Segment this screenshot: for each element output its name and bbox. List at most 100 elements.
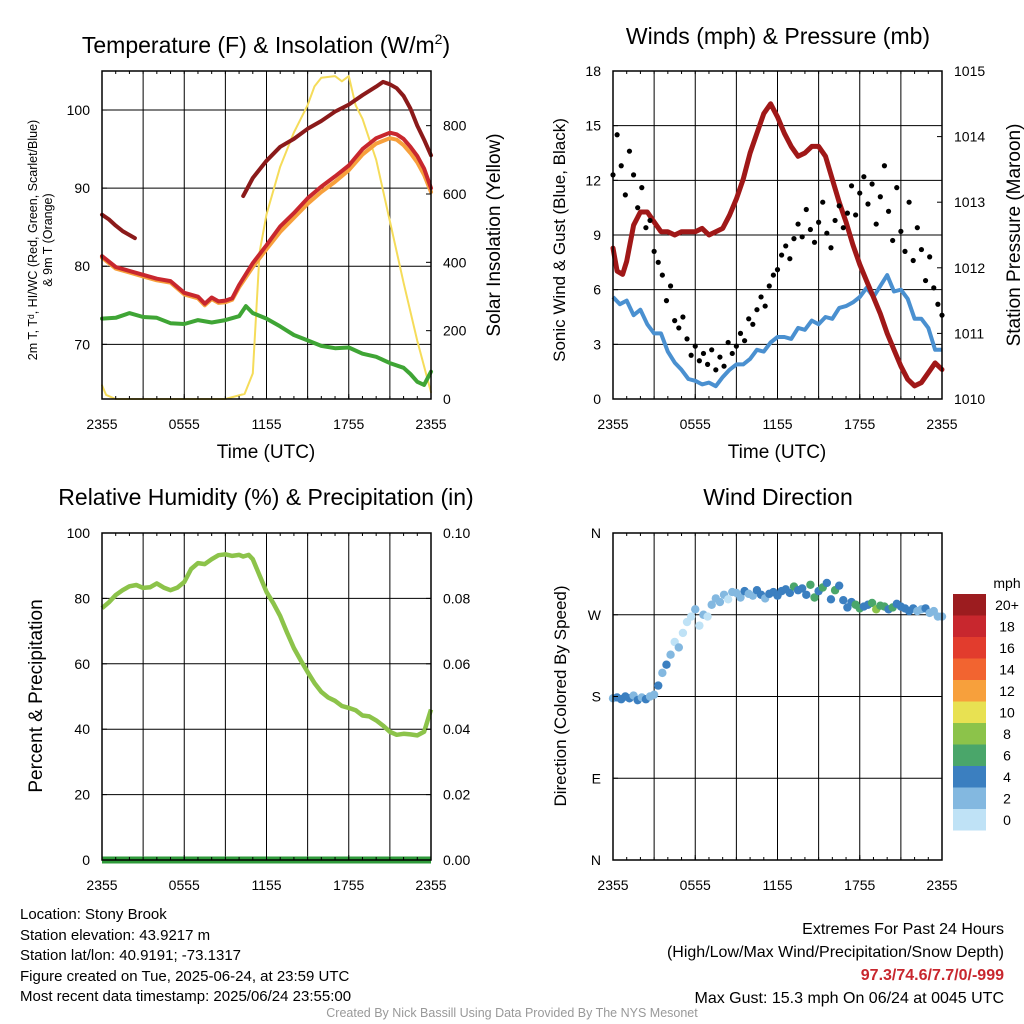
y2-tick-label: 0.06: [443, 656, 470, 672]
colorbar-label: 16: [999, 640, 1015, 656]
direction-point: [834, 581, 844, 590]
gust-point: [885, 208, 892, 214]
y-tick-label: 80: [74, 258, 90, 274]
y-tick-label: 70: [74, 336, 90, 352]
colorbar-label: 2: [1003, 790, 1011, 806]
direction-point: [666, 650, 675, 659]
gust-point: [910, 257, 916, 264]
colorbar-label: 6: [1003, 747, 1011, 763]
latlon-text: Station lat/lon: 40.9191; -73.1317: [20, 947, 242, 964]
temperature-ticks: 2355 0555 1155 1755 2355 70 80 90 100 0 200 400 600 8…: [67, 71, 467, 432]
y-tick-label: 90: [74, 180, 90, 196]
gust-point: [898, 228, 904, 234]
direction-point: [715, 597, 725, 607]
colorbar-swatch: [953, 680, 986, 702]
gust-point: [704, 361, 711, 367]
temperature-grid: [102, 71, 431, 399]
gust-point: [692, 343, 698, 349]
direction-point: [678, 628, 688, 638]
direction-ticks: 2355 0555 1155 1755 2355 N W S E N: [588, 525, 958, 893]
y-tick-label: N: [591, 525, 601, 541]
y2-tick-label: 0.04: [443, 721, 470, 737]
gust-point: [770, 272, 776, 278]
created-text: Figure created on Tue, 2025-06-24, at 23…: [20, 967, 350, 985]
direction-point: [839, 596, 848, 605]
x-tick-label: 2355: [926, 416, 957, 432]
gust-point: [877, 194, 883, 200]
temperature-ylabel-line2: & 9m T (Orange): [41, 193, 55, 286]
gust-point: [811, 239, 818, 245]
y-tick-label: 6: [593, 282, 601, 298]
gust-point: [783, 243, 789, 249]
gust-point: [758, 294, 764, 300]
y-tick-label: 18: [585, 63, 601, 79]
gust-point: [713, 367, 719, 373]
temperature-panel: Temperature (F) & Insolation (W/m2) 2355…: [26, 31, 505, 463]
direction-point: [686, 612, 696, 621]
credit-text: Created By Nick Bassill Using Data Provi…: [326, 1006, 698, 1020]
gust-point: [894, 185, 900, 191]
temperature-y2label: Solar Insolation (Yellow): [484, 133, 505, 336]
colorbar-swatch: [953, 594, 986, 616]
winds-series: [610, 101, 945, 389]
colorbar-swatch: [953, 723, 986, 745]
location-text: Location: Stony Brook: [20, 906, 167, 923]
gust-point: [717, 354, 723, 360]
y2-tick-label: 1015: [954, 63, 985, 79]
x-tick-label: 2355: [597, 877, 628, 893]
y-tick-label: 0: [82, 852, 90, 868]
gust-point: [614, 132, 620, 138]
y-tick-label: W: [588, 607, 602, 623]
x-tick-label: 1155: [762, 416, 792, 432]
gust-point: [737, 330, 744, 336]
y-tick-label: 0: [593, 391, 601, 407]
x-tick-label: 1755: [844, 877, 875, 893]
extremes-subheading: (High/Low/Max Wind/Precipitation/Snow De…: [666, 944, 1004, 961]
x-tick-label: 0555: [169, 416, 200, 432]
direction-point: [736, 593, 745, 602]
y-tick-label: 60: [74, 656, 90, 672]
x-tick-label: 0555: [169, 877, 200, 893]
gust-point: [787, 256, 793, 262]
y-tick-label: 80: [74, 590, 90, 606]
gust-point: [824, 230, 830, 236]
gust-point: [881, 163, 888, 169]
y-tick-label: N: [591, 852, 601, 868]
gust-point: [709, 347, 715, 353]
y2-tick-label: 1010: [954, 391, 985, 407]
gust-point: [791, 236, 797, 242]
y2-tick-label: 1011: [954, 325, 984, 341]
gust-point: [651, 248, 657, 254]
gust-point: [643, 225, 649, 231]
gust-point: [680, 314, 686, 320]
gust-point: [848, 183, 855, 189]
winds-ylabel: Sonic Wind & Gust (Blue, Black): [550, 118, 569, 362]
gust-point: [853, 212, 859, 218]
dewpoint-line: [100, 304, 433, 387]
gust-point: [630, 172, 637, 178]
direction-point: [802, 590, 811, 599]
direction-point: [707, 600, 716, 609]
x-tick-label: 2355: [926, 877, 957, 893]
direction-point: [810, 593, 819, 602]
x-tick-label: 2355: [86, 877, 117, 893]
colorbar-label: 4: [1003, 769, 1011, 785]
y2-tick-label: 800: [443, 118, 467, 134]
gust-point: [890, 237, 896, 244]
direction-series: [608, 578, 947, 705]
direction-panel: Wind Direction 2355 0555 1155 1755 2355 N W S E N…: [551, 484, 1021, 893]
x-tick-label: 1155: [251, 416, 281, 432]
humidity-panel-title: Relative Humidity (%) & Precipitation (i…: [58, 484, 473, 510]
x-tick-label: 1755: [333, 416, 364, 432]
y-tick-label: 20: [74, 787, 90, 803]
gust-point: [733, 343, 739, 349]
gust-point: [721, 363, 727, 369]
gust-point: [820, 199, 826, 205]
direction-point: [654, 681, 663, 690]
speed-colorbar-title: mph: [993, 575, 1020, 591]
direction-point: [826, 595, 836, 604]
colorbar-label: 12: [999, 683, 1015, 699]
y2-tick-label: 0.00: [443, 852, 470, 868]
gust-point: [700, 350, 707, 357]
gust-point: [754, 307, 760, 313]
